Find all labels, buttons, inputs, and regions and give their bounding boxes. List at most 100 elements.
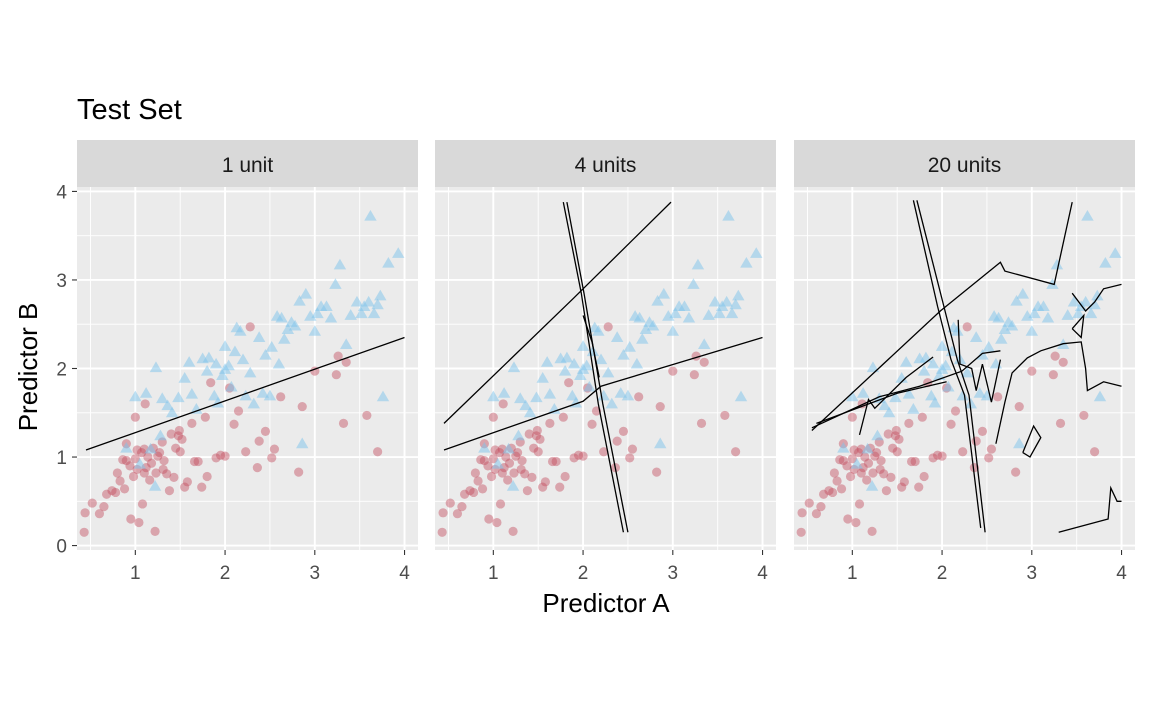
x-tick-label: 1 <box>488 563 499 584</box>
point-class1 <box>946 419 956 429</box>
point-class1 <box>862 475 872 485</box>
point-class2 <box>514 392 527 404</box>
point-class1 <box>490 445 500 455</box>
point-class1 <box>229 419 239 429</box>
point-class1 <box>162 469 172 479</box>
point-class1 <box>134 517 144 528</box>
point-class1 <box>189 456 200 467</box>
point-class2 <box>1093 390 1107 402</box>
point-class1 <box>187 418 197 428</box>
point-class2 <box>895 372 908 383</box>
point-class1 <box>836 484 847 494</box>
point-class2 <box>691 258 705 270</box>
x-tick-label: 2 <box>220 563 231 584</box>
point-class1 <box>457 502 467 512</box>
point-class1 <box>843 514 853 524</box>
point-class1 <box>545 418 555 428</box>
point-class2 <box>536 372 549 383</box>
point-class1 <box>1011 467 1021 477</box>
point-class1 <box>252 463 262 473</box>
point-class1 <box>906 456 917 467</box>
point-class2 <box>687 278 700 289</box>
point-class1 <box>125 461 135 471</box>
point-class1 <box>483 461 493 471</box>
point-class1 <box>832 476 842 486</box>
point-class2 <box>340 338 353 350</box>
point-class1 <box>495 499 506 509</box>
decision-boundary <box>916 200 986 533</box>
point-class1 <box>1014 401 1024 412</box>
decision-boundary <box>995 341 1122 444</box>
point-class2 <box>523 406 537 418</box>
point-class1 <box>175 447 185 457</box>
point-class1 <box>470 468 480 478</box>
point-class1 <box>373 447 383 457</box>
point-class2 <box>614 387 627 398</box>
point-class2 <box>1050 258 1064 270</box>
point-class1 <box>511 451 521 461</box>
point-class2 <box>355 307 368 319</box>
x-tick-label: 3 <box>668 563 679 584</box>
point-class1 <box>174 425 184 436</box>
point-class1 <box>476 455 486 465</box>
point-class1 <box>870 451 880 461</box>
point-class1 <box>977 426 988 436</box>
point-class1 <box>202 471 212 482</box>
point-class2 <box>120 441 133 453</box>
point-class2 <box>344 309 357 320</box>
point-class2 <box>362 295 375 307</box>
point-class1 <box>899 477 909 487</box>
point-class1 <box>486 471 497 482</box>
point-class1 <box>816 502 826 512</box>
point-class2 <box>1091 289 1104 301</box>
point-class1 <box>128 471 139 482</box>
point-class1 <box>492 517 502 528</box>
point-class1 <box>937 451 947 461</box>
point-class1 <box>220 451 230 461</box>
point-class2 <box>708 295 722 307</box>
point-class1 <box>829 468 839 478</box>
point-class2 <box>1072 307 1085 319</box>
point-class2 <box>574 369 587 381</box>
point-class2 <box>281 323 295 335</box>
point-class2 <box>156 392 169 404</box>
point-class1 <box>508 526 518 537</box>
point-class2 <box>519 399 532 411</box>
point-class1 <box>881 486 892 496</box>
point-class2 <box>296 437 309 449</box>
point-class2 <box>228 345 242 357</box>
point-class2 <box>311 307 324 319</box>
x-axis-label: Predictor A <box>542 588 670 618</box>
point-class1 <box>696 418 707 428</box>
point-class2 <box>133 457 147 469</box>
y-axis-label: Predictor B <box>13 303 43 432</box>
point-class1 <box>1048 370 1058 380</box>
point-class2 <box>956 389 969 401</box>
point-class1 <box>986 444 997 454</box>
point-class2 <box>657 287 671 299</box>
point-class1 <box>164 486 175 496</box>
point-class1 <box>1058 357 1068 367</box>
point-class2 <box>148 480 162 491</box>
point-class1 <box>488 454 498 464</box>
point-class2 <box>976 349 989 360</box>
point-class2 <box>252 331 266 342</box>
point-class1 <box>558 412 568 422</box>
point-class2 <box>605 397 618 409</box>
point-class1 <box>886 472 896 482</box>
x-tick-label: 4 <box>399 563 410 584</box>
point-class2 <box>951 325 964 336</box>
point-class1 <box>159 455 169 466</box>
point-class2 <box>190 403 203 414</box>
point-class1 <box>860 452 870 462</box>
point-class2 <box>926 357 940 369</box>
point-class1 <box>294 467 304 477</box>
point-class1 <box>856 468 866 478</box>
point-class2 <box>623 341 636 352</box>
point-class1 <box>1027 366 1037 376</box>
y-tick-label: 0 <box>56 537 67 558</box>
point-class2 <box>1037 300 1050 311</box>
point-class1 <box>849 445 859 455</box>
decision-boundary <box>816 381 947 425</box>
point-class2 <box>259 349 272 360</box>
